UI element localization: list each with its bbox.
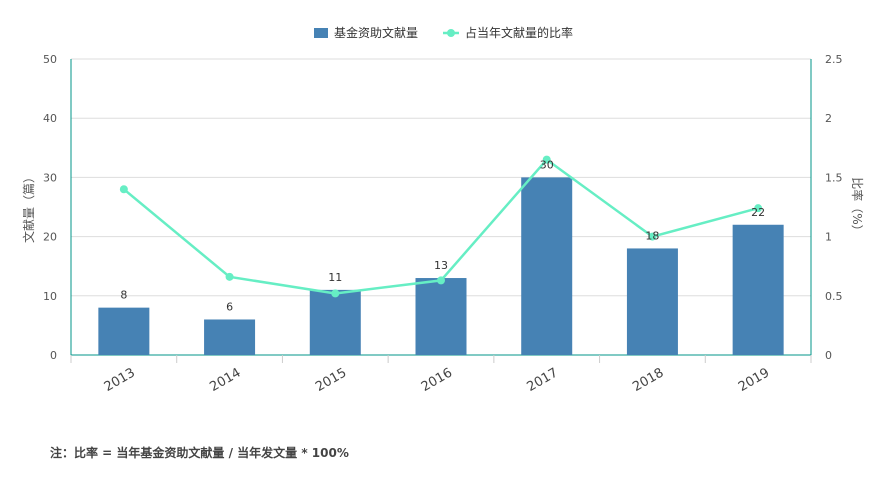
y2-axis-title: 比率（%） [850,177,865,236]
ratio-point [119,185,128,194]
x-tick-label: 2013 [102,365,138,395]
x-tick-label: 2019 [736,365,772,395]
y-tick-label: 20 [43,231,57,244]
ratio-point [331,289,340,298]
bar-value-label: 13 [434,259,448,272]
y-axis-title: 文献量（篇） [21,171,36,243]
bar-value-label: 8 [120,289,127,302]
y2-tick-label: 0 [825,349,832,362]
x-tick-label: 2017 [525,365,561,395]
footnote: 注：比率 = 当年基金资助文献量 / 当年发文量 * 100% [50,446,349,460]
grid-lines [71,58,811,297]
legend-bar-label: 基金资助文献量 [334,25,418,40]
legend-bar-swatch [314,28,328,38]
ratio-point [648,232,657,241]
x-tick-label: 2015 [313,365,349,395]
bar-value-label: 30 [540,158,554,171]
y-tick-label: 10 [43,290,57,303]
data-labels: 8 6 11 13 30 18 22 [120,158,765,313]
bar [521,177,573,355]
line-series [119,155,763,298]
bar [204,319,256,355]
legend-line-marker [447,29,455,37]
y-tick-label: 40 [43,112,57,125]
x-tick-label: 2018 [630,365,666,395]
ratio-point [225,272,234,281]
legend-line-label: 占当年文献量的比率 [465,25,573,40]
y-tick-label: 30 [43,171,57,184]
bar [309,289,361,355]
bar [732,224,784,355]
x-tick-label: 2014 [207,365,243,395]
bar [626,248,678,355]
ratio-point [437,276,445,285]
bar [415,278,467,355]
ratio-point [754,204,763,213]
y2-tick-label: 0.5 [825,290,843,303]
bar-series [98,177,784,355]
y-tick-label: 0 [50,349,57,362]
bar-value-label: 6 [226,300,233,313]
y2-tick-label: 1 [825,231,832,244]
ratio-point [542,155,551,164]
bar-value-label: 11 [328,271,342,284]
y2-tick-label: 2 [825,112,832,125]
bar-value-label: 18 [645,229,659,242]
y2-tick-label: 2.5 [825,53,843,66]
y-tick-label: 50 [43,53,57,66]
legend: 基金资助文献量 占当年文献量的比率 [314,25,573,40]
x-tick-label: 2016 [419,365,455,395]
bar [98,307,150,355]
bar-value-label: 22 [751,206,765,219]
y2-tick-label: 1.5 [825,171,843,184]
